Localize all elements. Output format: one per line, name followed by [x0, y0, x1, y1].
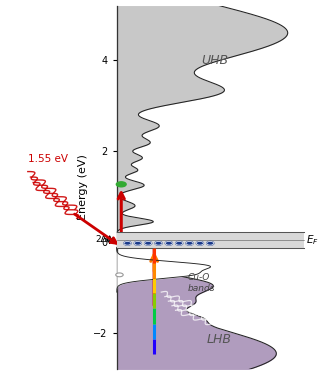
Y-axis label: Energy (eV): Energy (eV) [78, 154, 88, 220]
Circle shape [124, 242, 131, 245]
Circle shape [116, 182, 126, 187]
Text: UHB: UHB [201, 54, 228, 67]
Text: LHB: LHB [207, 333, 232, 346]
Text: Cu-O
bands: Cu-O bands [188, 273, 215, 293]
Circle shape [207, 242, 214, 245]
Text: 1.55 eV: 1.55 eV [28, 154, 68, 164]
Circle shape [176, 242, 183, 245]
Text: 2Δ: 2Δ [95, 235, 107, 244]
Circle shape [155, 242, 162, 245]
Circle shape [116, 273, 123, 277]
Text: $E_F$: $E_F$ [306, 233, 319, 247]
Circle shape [196, 242, 203, 245]
Circle shape [145, 242, 152, 245]
Circle shape [134, 242, 141, 245]
Circle shape [186, 242, 193, 245]
Circle shape [165, 242, 172, 245]
